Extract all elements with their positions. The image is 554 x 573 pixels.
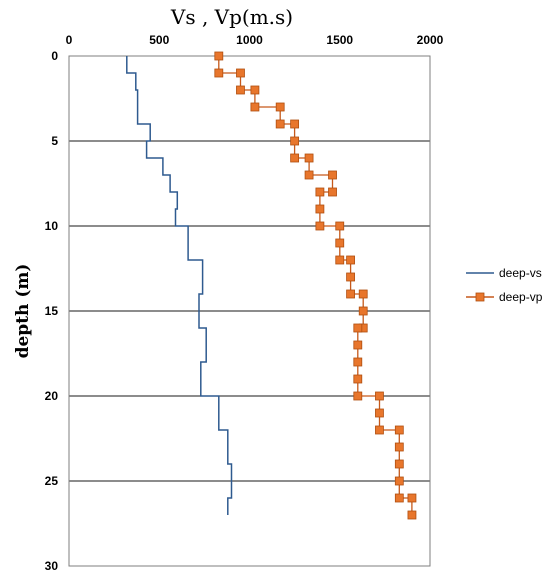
- x-tick-label: 2000: [417, 33, 444, 47]
- series-deep-vp: [214, 51, 417, 520]
- y-tick-label: 25: [45, 474, 59, 488]
- data-point: [375, 408, 384, 418]
- data-point: [346, 289, 355, 299]
- data-point: [353, 340, 363, 350]
- data-point: [304, 153, 314, 163]
- y-tick-label: 20: [45, 389, 59, 403]
- data-point: [214, 68, 224, 78]
- series-line: [218, 56, 413, 515]
- x-tick-label: 1500: [326, 33, 353, 47]
- data-point: [375, 425, 384, 435]
- legend: deep-vs deep-vp: [466, 266, 543, 304]
- data-point: [236, 85, 245, 95]
- data-point: [290, 153, 300, 163]
- y-axis-ticks: 0 5 10 15 20 25 30: [45, 49, 59, 573]
- legend-item: deep-vs: [466, 266, 542, 280]
- data-point: [353, 374, 363, 384]
- data-point: [214, 51, 224, 61]
- x-tick-label: 0: [66, 33, 73, 47]
- data-point: [275, 119, 285, 129]
- y-tick-label: 15: [45, 304, 59, 318]
- y-axis-label: depth (m): [13, 264, 33, 359]
- data-point: [407, 510, 417, 520]
- chart-title: Vs , Vp(m.s): [170, 5, 293, 29]
- data-point: [358, 289, 368, 299]
- y-tick-label: 10: [45, 219, 59, 233]
- data-point: [346, 272, 355, 282]
- y-tick-label: 0: [51, 49, 58, 63]
- data-point: [315, 221, 325, 231]
- data-point: [394, 425, 404, 435]
- data-point: [250, 85, 260, 95]
- data-point: [346, 255, 355, 265]
- legend-label: deep-vp: [499, 290, 543, 304]
- data-point: [394, 493, 404, 503]
- data-point: [353, 323, 363, 333]
- data-point: [275, 102, 285, 112]
- data-point: [394, 476, 404, 486]
- data-point: [304, 170, 314, 180]
- legend-marker: [475, 292, 485, 302]
- x-tick-label: 1000: [236, 33, 263, 47]
- series-deep-vs: [126, 56, 233, 515]
- data-point: [290, 136, 300, 146]
- data-point: [315, 187, 325, 197]
- x-axis-ticks: 0 500 1000 1500 2000: [66, 33, 444, 47]
- y-tick-label: 30: [45, 559, 59, 573]
- data-point: [335, 238, 345, 248]
- data-point: [353, 391, 363, 401]
- data-point: [250, 102, 260, 112]
- y-tick-label: 5: [51, 134, 58, 148]
- data-point: [315, 204, 325, 214]
- data-point: [335, 221, 345, 231]
- data-point: [353, 357, 363, 367]
- data-point: [335, 255, 345, 265]
- data-point: [358, 306, 368, 316]
- series-line: [126, 56, 233, 515]
- series-layer: [126, 51, 417, 520]
- data-point: [394, 459, 404, 469]
- data-point: [328, 187, 337, 197]
- data-point: [328, 170, 337, 180]
- data-point: [407, 493, 417, 503]
- data-point: [375, 391, 384, 401]
- data-point: [394, 442, 404, 452]
- legend-label: deep-vs: [499, 266, 542, 280]
- data-point: [290, 119, 300, 129]
- legend-item: deep-vp: [466, 290, 543, 304]
- x-tick-label: 500: [149, 33, 169, 47]
- data-point: [236, 68, 245, 78]
- plot-area: [68, 55, 431, 567]
